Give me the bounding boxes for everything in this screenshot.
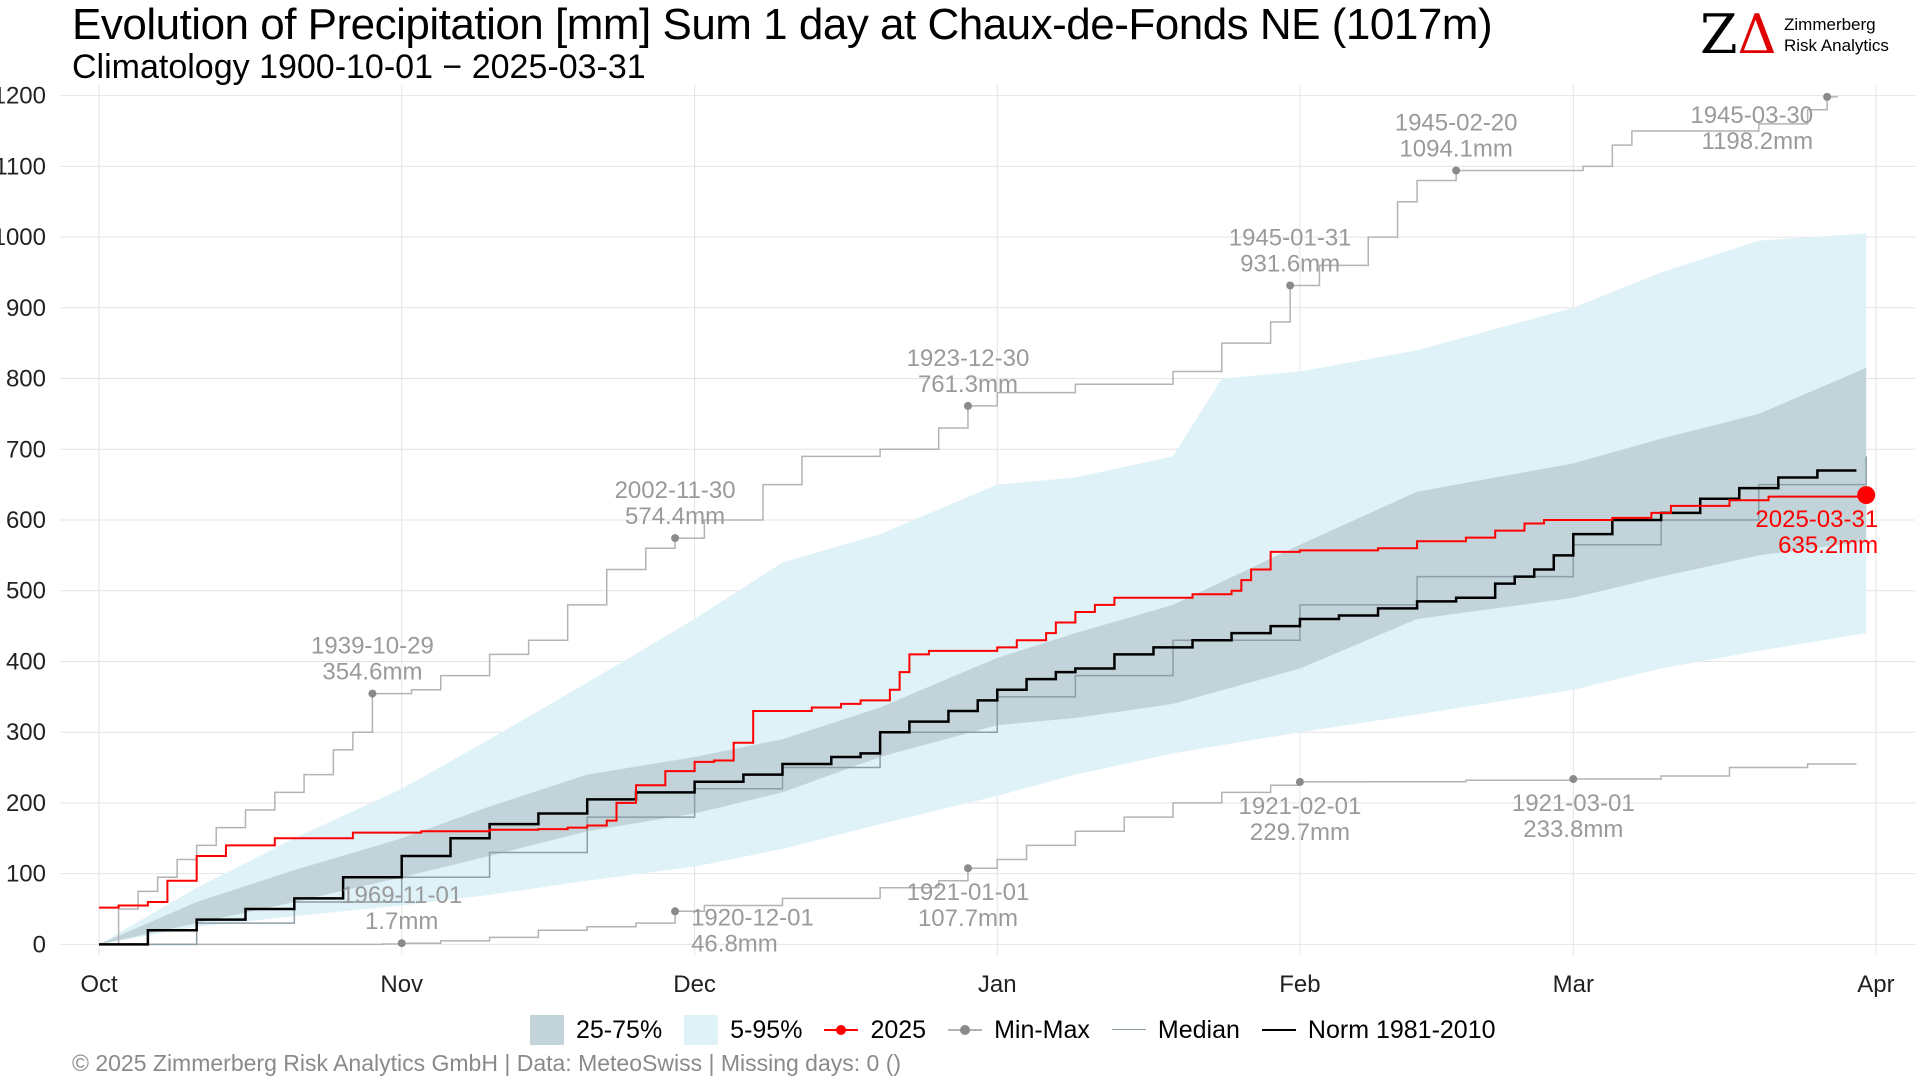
band-5-95pct	[99, 233, 1867, 945]
extreme-point	[1452, 166, 1461, 175]
legend-key-current	[824, 1015, 859, 1045]
chart-legend: 25-75% 5-95% 2025 Min-Max Median Norm 19…	[530, 1012, 1518, 1048]
y-tick-label: 900	[6, 295, 46, 322]
current-date-label: 2025-03-31	[1755, 506, 1878, 533]
legend-label-iqr: 25-75%	[576, 1015, 663, 1044]
legend-key-iqr	[530, 1015, 564, 1045]
x-tick-label: Apr	[1857, 971, 1894, 998]
x-tick-label: Mar	[1553, 971, 1594, 998]
extreme-date-label: 1939-10-29	[311, 633, 434, 660]
x-tick-label: Oct	[80, 971, 118, 998]
y-tick-label: 800	[6, 366, 46, 393]
current-point	[1857, 486, 1876, 505]
extreme-date-label: 1969-11-01	[341, 882, 462, 909]
legend-key-median	[1111, 1015, 1146, 1045]
current-value-label: 635.2mm	[1778, 532, 1878, 559]
footer-credits: © 2025 Zimmerberg Risk Analytics GmbH | …	[72, 1050, 902, 1076]
precipitation-chart: 0 100 200 300 400 500 600 700 800 900 1000 1100 1200…	[0, 83, 1915, 998]
legend-item-median: Median	[1111, 1015, 1240, 1045]
series-line-median	[99, 456, 1867, 946]
legend-item-minmax: Min-Max	[948, 1015, 1090, 1045]
y-tick-label: 600	[6, 507, 46, 534]
extreme-point	[368, 689, 377, 698]
y-tick-label: 500	[6, 578, 46, 605]
extreme-value-label: 1198.2mm	[1702, 128, 1814, 155]
extreme-date-label: 2002-11-30	[615, 477, 736, 504]
logo-company-line2: Risk Analytics	[1784, 36, 1889, 55]
chart-title: Evolution of Precipitation [mm] Sum 1 da…	[72, 0, 1493, 49]
extreme-date-label: 1921-03-01	[1512, 790, 1635, 817]
legend-label-minmax: Min-Max	[994, 1015, 1090, 1044]
extreme-point	[671, 907, 680, 916]
extreme-point	[1286, 281, 1295, 290]
extreme-value-label: 107.7mm	[918, 905, 1018, 932]
x-tick-label: Dec	[673, 971, 716, 998]
company-logo: ZΔ Zimmerberg Risk Analytics	[1700, 8, 1910, 68]
x-tick-label: Jan	[978, 971, 1017, 998]
y-tick-label: 100	[6, 861, 46, 888]
y-tick-label: 1100	[0, 153, 46, 180]
series-line-2025	[99, 495, 1868, 909]
x-tick-label: Feb	[1279, 971, 1320, 998]
y-tick-label: 200	[6, 790, 46, 817]
extreme-date-label: 1945-02-20	[1395, 110, 1518, 137]
legend-item-current: 2025	[824, 1015, 926, 1045]
extreme-value-label: 761.3mm	[918, 371, 1018, 398]
y-tick-label: 1000	[0, 224, 46, 251]
y-tick-label: 300	[6, 719, 46, 746]
extreme-point	[397, 939, 406, 948]
extreme-date-label: 1921-01-01	[907, 879, 1030, 906]
series-line-max	[99, 95, 1838, 946]
y-tick-label: 400	[6, 648, 46, 675]
extreme-point	[671, 534, 680, 543]
legend-item-p90: 5-95%	[684, 1015, 802, 1045]
band-25-75pct	[99, 367, 1867, 945]
series-line-min	[99, 763, 1857, 946]
logo-company-name: Zimmerberg Risk Analytics	[1784, 14, 1889, 56]
series-line-norm-1981-2010	[99, 469, 1857, 946]
y-tick-label: 700	[6, 436, 46, 463]
extreme-value-label: 931.6mm	[1240, 250, 1340, 277]
extreme-value-label: 354.6mm	[322, 659, 422, 686]
legend-item-iqr: 25-75%	[530, 1015, 662, 1045]
extreme-value-label: 574.4mm	[625, 503, 725, 530]
extreme-point	[1823, 92, 1832, 101]
extreme-value-label: 229.7mm	[1250, 819, 1350, 846]
legend-label-median: Median	[1157, 1015, 1240, 1044]
extreme-point	[1295, 777, 1304, 786]
legend-key-p90	[684, 1015, 719, 1045]
chart-subtitle: Climatology 1900-10-01 − 2025-03-31	[72, 48, 646, 86]
extreme-point	[963, 401, 972, 410]
x-tick-label: Nov	[380, 971, 423, 998]
extreme-date-label: 1945-03-30	[1690, 102, 1813, 129]
legend-key-minmax	[948, 1015, 983, 1045]
y-tick-label: 0	[33, 931, 46, 958]
extreme-date-label: 1923-12-30	[907, 345, 1030, 372]
logo-company-line1: Zimmerberg	[1784, 15, 1876, 34]
extreme-value-label: 46.8mm	[691, 930, 778, 957]
y-tick-label: 1200	[0, 83, 46, 110]
logo-mark: ZΔ	[1700, 3, 1777, 66]
legend-label-norm: Norm 1981-2010	[1307, 1015, 1496, 1044]
extreme-value-label: 233.8mm	[1523, 816, 1623, 843]
legend-label-current: 2025	[870, 1015, 927, 1044]
extreme-point	[1569, 775, 1578, 784]
extreme-date-label: 1945-01-31	[1229, 224, 1352, 251]
extreme-date-label: 1920-12-01	[691, 904, 814, 931]
extreme-date-label: 1921-02-01	[1239, 793, 1362, 820]
extreme-value-label: 1.7mm	[365, 908, 438, 935]
extreme-value-label: 1094.1mm	[1399, 136, 1512, 163]
extreme-point	[963, 864, 972, 873]
legend-label-p90: 5-95%	[730, 1015, 803, 1044]
legend-key-norm	[1261, 1015, 1296, 1045]
legend-item-norm: Norm 1981-2010	[1261, 1015, 1496, 1045]
